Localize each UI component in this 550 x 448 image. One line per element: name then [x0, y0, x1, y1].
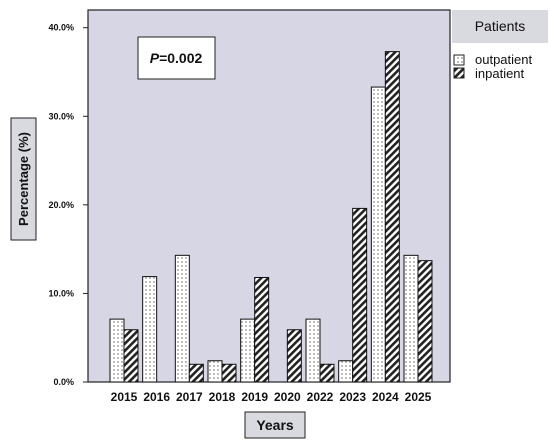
bar-inpatient-2023 — [352, 207, 368, 383]
legend-title-box — [452, 10, 548, 43]
x-tick-label: 2023 — [339, 390, 366, 404]
x-tick-label: 2017 — [176, 390, 203, 404]
bar-outpatient-2016 — [142, 276, 158, 383]
bar-outpatient-2025 — [403, 254, 419, 383]
bar-inpatient-2019 — [254, 276, 270, 383]
y-tick-label: 0.0% — [53, 377, 74, 387]
bar-outpatient-2022 — [305, 318, 321, 383]
bar-inpatient-2020 — [286, 329, 302, 383]
bar-inpatient-2015 — [123, 329, 139, 383]
legend-title: Patients — [475, 18, 526, 34]
x-tick-label: 2018 — [209, 390, 236, 404]
legend-label-outpatient: outpatient — [475, 52, 532, 67]
x-tick-label: 2024 — [372, 390, 399, 404]
p-value-box — [137, 36, 216, 80]
y-axis-label: Percentage (%) — [16, 132, 31, 226]
bar-inpatient-2018 — [221, 363, 237, 383]
bar-outpatient-2024 — [370, 86, 386, 383]
x-axis: 2015 2016 2017 2018 2019 2020 2022 2023 2024 2025 — [111, 390, 432, 404]
y-tick-label: 40.0% — [48, 23, 74, 33]
x-tick-label: 2022 — [307, 390, 334, 404]
y-tick-label: 10.0% — [48, 288, 74, 298]
bar-outpatient-2023 — [338, 360, 354, 383]
bar-outpatient-2017 — [174, 254, 190, 383]
y-tick-label: 20.0% — [48, 200, 74, 210]
x-axis-label: Years — [256, 417, 294, 433]
bar-inpatient-2024 — [384, 51, 400, 383]
legend-swatch-outpatient — [453, 54, 465, 66]
bar-outpatient-2015 — [109, 318, 125, 383]
x-tick-label: 2016 — [143, 390, 170, 404]
legend-swatch-inpatient — [453, 67, 465, 79]
bar-inpatient-2022 — [319, 363, 335, 383]
y-tick-label: 30.0% — [48, 111, 74, 121]
bar-outpatient-2018 — [207, 360, 223, 383]
bar-inpatient-2017 — [188, 363, 204, 383]
x-tick-label: 2015 — [111, 390, 138, 404]
x-tick-label: 2025 — [405, 390, 432, 404]
bar-outpatient-2019 — [240, 318, 256, 383]
x-label-box — [244, 411, 306, 439]
y-axis: 0.0% 10.0% 20.0% 30.0% 40.0% — [48, 23, 88, 387]
x-tick-label: 2019 — [241, 390, 268, 404]
legend-label-inpatient: inpatient — [475, 66, 525, 81]
y-label-box — [10, 117, 37, 241]
legend: Patients outpatient inpatient — [452, 10, 548, 81]
x-tick-label: 2020 — [274, 390, 301, 404]
p-value-annotation: P=0.002 — [150, 50, 203, 66]
bars — [109, 51, 433, 383]
bar-inpatient-2025 — [417, 260, 433, 383]
